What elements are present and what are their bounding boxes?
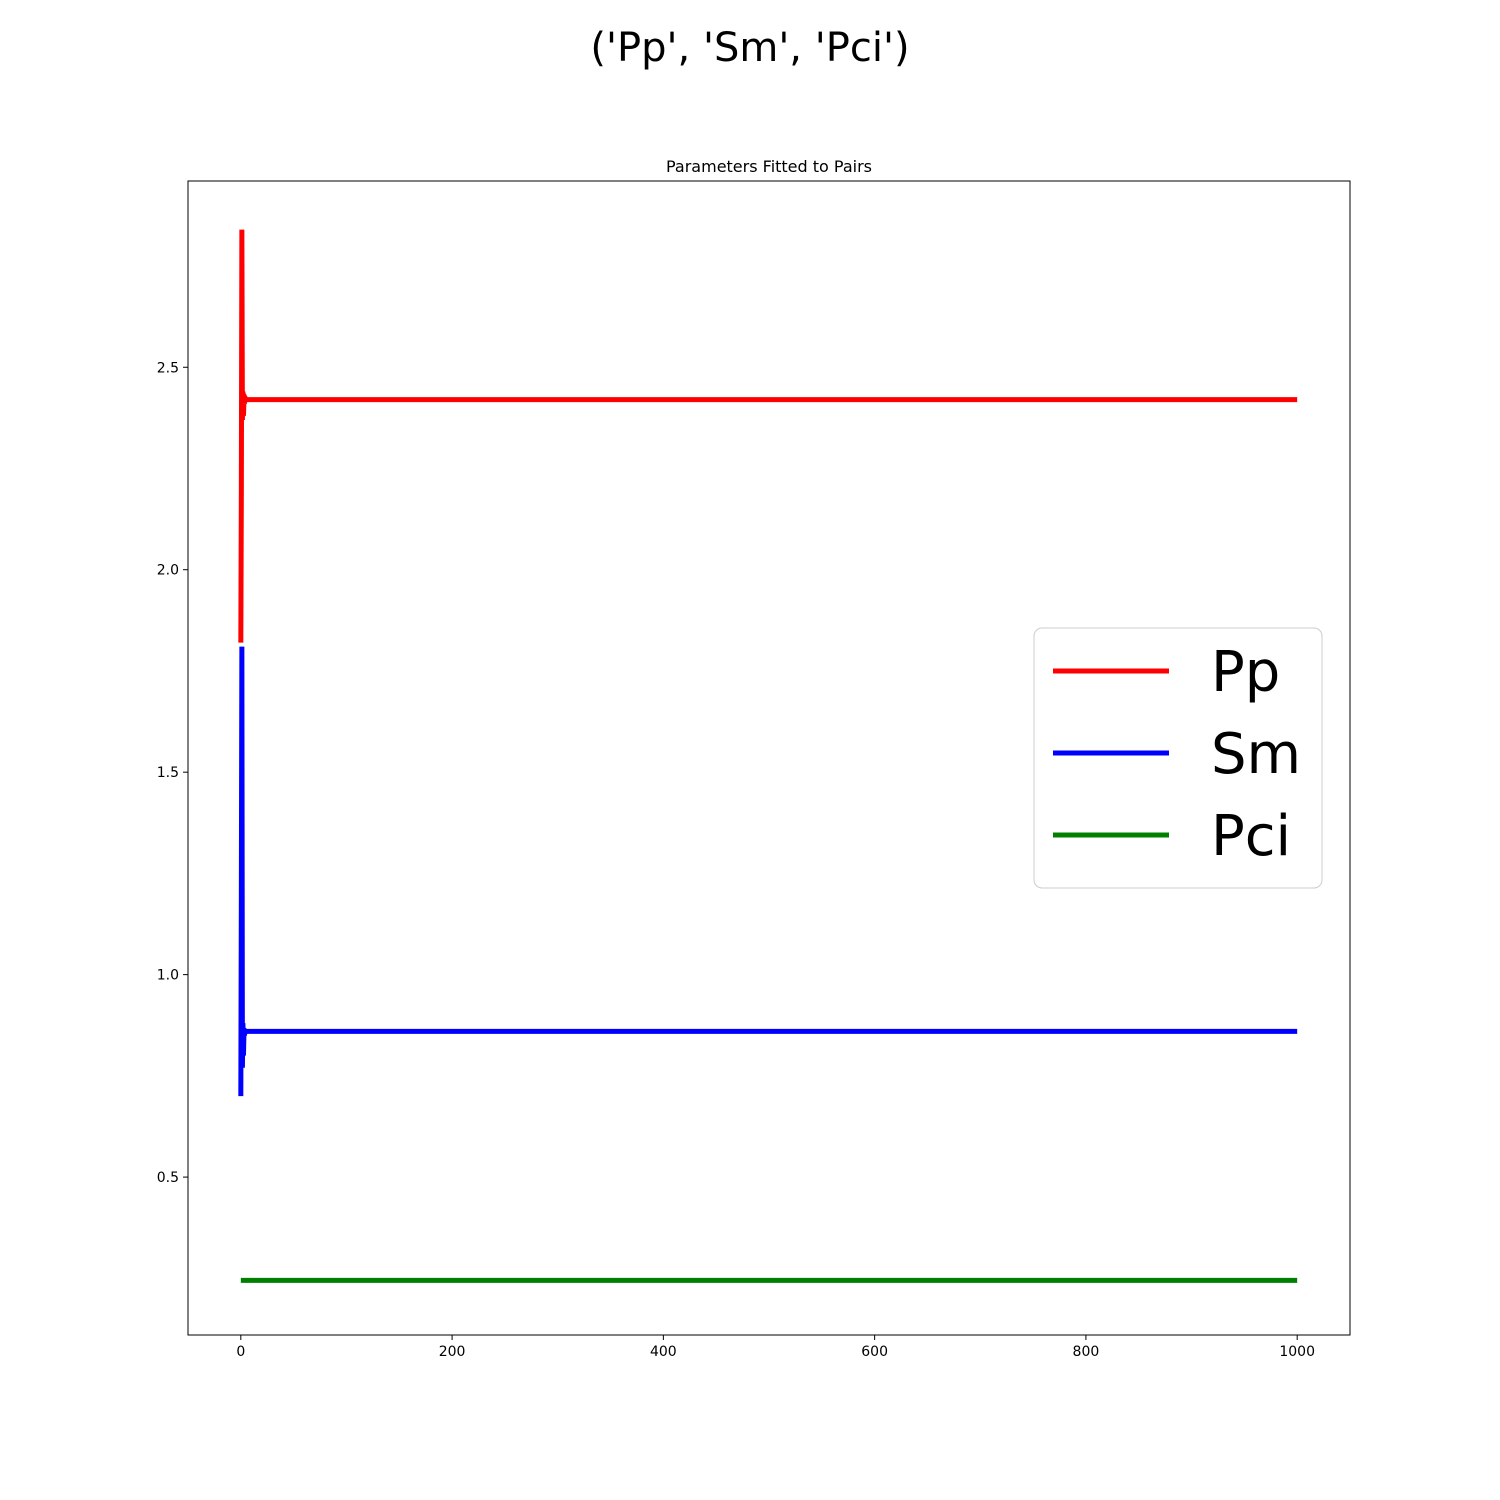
legend-frame bbox=[1033, 627, 1323, 889]
y-axis: 0.5 1.0 1.5 2.0 2.5 bbox=[157, 360, 188, 1186]
y-tick-label: 1.0 bbox=[157, 968, 179, 984]
y-tick-label: 2.5 bbox=[157, 360, 179, 376]
figure-suptitle: ('Pp', 'Sm', 'Pci') bbox=[590, 25, 909, 71]
series-line-pp bbox=[238, 229, 1298, 643]
legend-entries: Pp Sm Pci bbox=[1053, 640, 1301, 869]
x-axis: 0 200 400 600 800 1000 bbox=[236, 1335, 1315, 1360]
axes-frame bbox=[187, 180, 1351, 1336]
x-tick-label: 0 bbox=[236, 1344, 245, 1360]
legend: Pp Sm Pci bbox=[1033, 627, 1323, 889]
x-tick-label: 800 bbox=[1073, 1344, 1100, 1360]
x-tick-label: 600 bbox=[861, 1344, 888, 1360]
x-tick-label: 400 bbox=[650, 1344, 677, 1360]
x-tick-label: 200 bbox=[439, 1344, 466, 1360]
series-layer bbox=[238, 229, 1298, 1283]
legend-label-pci: Pci bbox=[1211, 804, 1291, 869]
series-line-sm bbox=[238, 646, 1298, 1097]
legend-label-pp: Pp bbox=[1211, 640, 1280, 705]
y-tick-label: 0.5 bbox=[157, 1170, 179, 1186]
chart-title: Parameters Fitted to Pairs bbox=[666, 157, 872, 176]
x-tick-label: 1000 bbox=[1279, 1344, 1315, 1360]
y-tick-label: 2.0 bbox=[157, 563, 179, 579]
plot-area bbox=[187, 180, 1351, 1336]
legend-label-sm: Sm bbox=[1211, 722, 1301, 787]
y-tick-label: 1.5 bbox=[157, 765, 179, 781]
